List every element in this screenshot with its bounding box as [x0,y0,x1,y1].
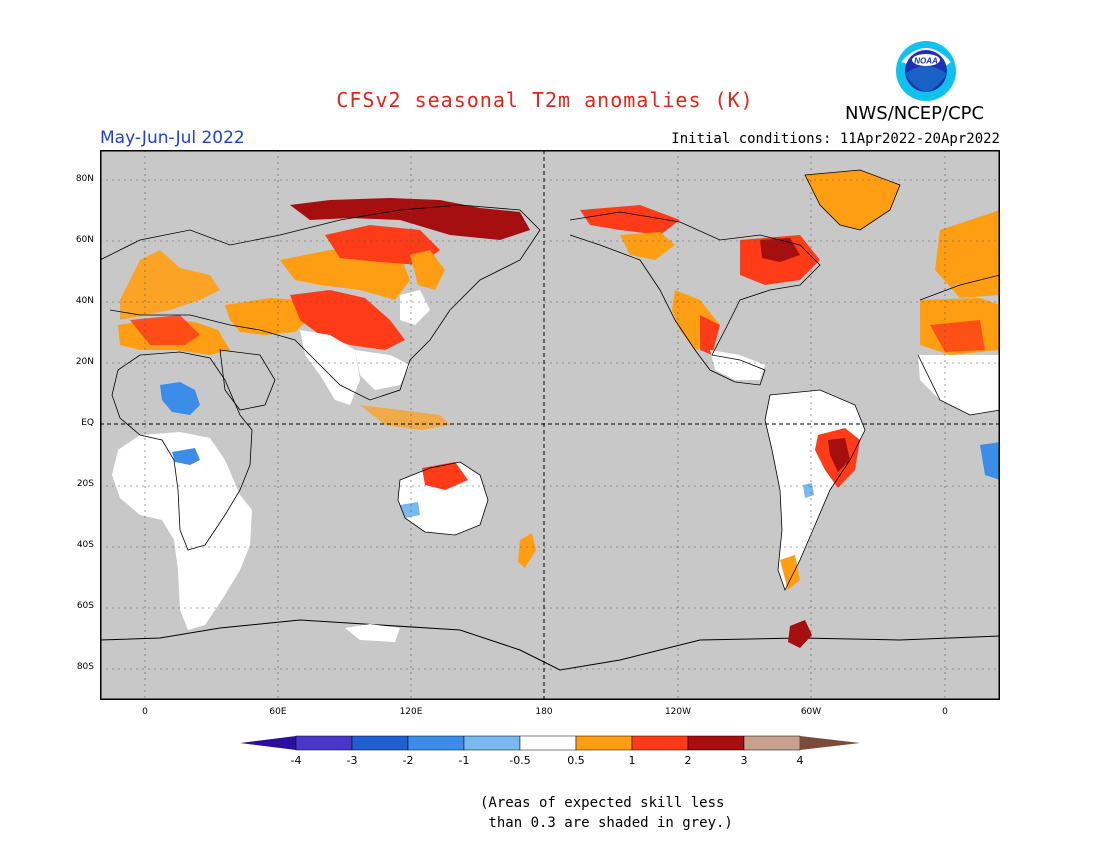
lon-label: 0 [142,707,148,717]
east-africa-cool [160,382,200,415]
colorbar-arrow-high [800,736,860,750]
arabia-grey [200,365,240,395]
lat-label: 40N [75,296,94,306]
india-white [300,330,360,405]
colorbar-arrow-low [240,736,296,750]
north-australia-hot [422,462,468,490]
africa-white [112,432,252,630]
canada-west-warm [620,232,675,260]
antarctic-peninsula-hot [788,620,812,648]
colorbar-label: -3 [346,754,358,767]
colorbar-label: 1 [628,754,636,767]
coastlines [100,169,1000,592]
lon-label: 60E [269,707,287,717]
lat-label: 80N [75,174,94,184]
sahara-wrap-hot [930,320,985,352]
south-africa-cool [172,448,200,465]
colorbar-label: 3 [740,754,748,767]
greenland-warm [805,170,900,230]
sahara-hot [130,315,200,345]
region-south-america [765,390,865,590]
lon-label: 120W [664,707,692,717]
africa-wrap-cool [980,442,1000,480]
agency-label: NWS/NCEP/CPC [845,103,985,124]
svg-text:NOAA: NOAA [914,57,938,66]
colorbar-label: -4 [290,754,302,767]
mexico-hot [700,315,720,355]
lon-label: 120E [399,707,423,717]
colorbar-label: -2 [402,754,414,767]
europe-warm [120,250,220,320]
gridlines [100,150,1000,700]
new-zealand-warm [518,533,536,568]
colorbar-label: 4 [796,754,804,767]
lat-label: 60S [76,601,94,611]
colorbar-label: 2 [684,754,692,767]
skill-note: (Areas of expected skill less than 0.3 a… [480,793,733,833]
indonesia-warm [360,405,450,430]
lat-label: 20S [76,479,94,489]
lat-label: 80S [76,662,94,672]
colorbar [240,735,860,751]
anomaly-map [100,150,1000,700]
lat-label: 60N [75,235,94,245]
europe-wrap-warm [935,210,1000,298]
map-frame [100,150,1000,700]
lat-label: 20N [75,357,94,367]
central-asia-hot [290,290,405,350]
west-australia-cool [400,502,420,518]
forecast-period: May-Jun-Jul 2022 [100,128,245,148]
middle-east-warm [225,298,310,335]
lat-label: 40S [76,540,94,550]
skill-note-line1: (Areas of expected skill less [480,795,725,811]
patagonia-warm [780,555,800,590]
africa-wrap-white [918,355,1000,415]
initial-conditions: Initial conditions: 11Apr2022-20Apr2022 [671,131,1000,147]
antarctica-white [345,624,400,642]
region-africa-left [112,250,252,630]
skill-note-line2: than 0.3 are shaded in grey.) [480,815,733,831]
noaa-logo: NOAA [896,41,956,101]
colorbar-label: -0.5 [509,754,531,767]
region-australia [360,405,536,568]
map-background [100,150,1000,700]
china-white [400,290,430,325]
arctic-siberia-very-hot [290,198,530,240]
manchuria-warm [410,250,445,290]
se-asia-white [355,350,410,390]
lon-label: 0 [942,707,948,717]
lon-label: 180 [535,707,553,717]
lon-label: 60W [800,707,822,717]
brazil-very-hot [828,438,850,472]
lat-label: EQ [81,418,94,428]
colorbar-label: -1 [458,754,470,767]
alaska-hot [580,205,680,235]
quebec-very-hot [760,238,800,262]
region-asia [225,198,530,405]
map-title: CFSv2 seasonal T2m anomalies (K) [336,88,754,112]
region-wrap-right [918,210,1000,480]
colorbar-label: 0.5 [567,754,585,767]
